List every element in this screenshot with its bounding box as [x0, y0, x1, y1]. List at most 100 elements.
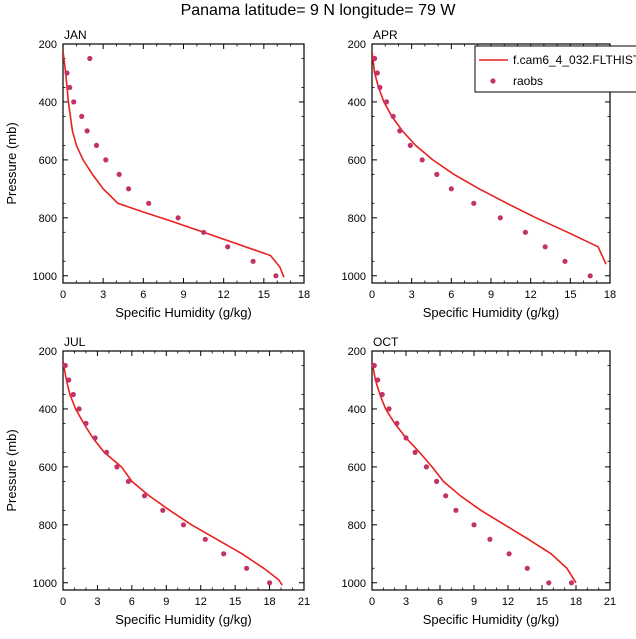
x-tick-label-oct: 21 [604, 596, 616, 608]
obs-point-apr [377, 84, 383, 91]
legend-box [474, 45, 636, 93]
obs-point-apr [562, 258, 568, 264]
panel-label-apr: APR [373, 28, 398, 42]
x-tick-label-oct: 15 [536, 596, 548, 608]
obs-point-oct [403, 435, 409, 441]
y-tick-label-jul: 200 [39, 346, 57, 358]
obs-point-jul [66, 377, 72, 383]
plot-frame-jul [62, 350, 305, 591]
obs-point-jul [62, 362, 68, 369]
obs-point-oct [423, 464, 429, 470]
panel-apr: APR 0 3 6 9 12 15 18 200 400 600 800 1000 Specific Hu… [342, 28, 636, 320]
x-tick-label-jan: 3 [100, 289, 106, 301]
x-tick-label-jul: 15 [229, 596, 241, 608]
obs-point-jul [114, 464, 120, 470]
x-axis-label-apr: Specific Humidity (g/kg) [423, 305, 560, 320]
x-tick-label-jul: 6 [129, 596, 135, 608]
obs-point-jan [146, 200, 152, 206]
obs-point-jul [221, 551, 227, 557]
obs-point-jan [67, 84, 73, 91]
y-axis-label-jan: Pressure (mb) [4, 122, 19, 204]
model-line-oct [372, 360, 577, 584]
x-tick-label-oct: 18 [570, 596, 582, 608]
x-tick-label-oct: 6 [437, 596, 443, 608]
x-tick-label-oct: 0 [369, 596, 375, 608]
x-tick-label-oct: 12 [502, 596, 514, 608]
obs-point-jan [71, 99, 77, 105]
y-tick-label-jul: 1000 [33, 578, 57, 590]
obs-point-apr [397, 128, 403, 134]
obs-point-jan [225, 244, 231, 250]
obs-point-jul [76, 406, 82, 412]
x-tick-label-jul: 12 [195, 596, 207, 608]
obs-point-oct [379, 391, 385, 398]
x-tick-label-jan: 0 [60, 289, 66, 301]
y-tick-label-jan: 600 [39, 155, 57, 167]
y-tick-label-jan: 1000 [33, 271, 57, 283]
y-tick-label-apr: 1000 [342, 271, 366, 283]
obs-point-oct [546, 580, 552, 586]
obs-point-jul [92, 435, 98, 441]
y-tick-label-oct: 200 [348, 346, 366, 358]
x-axis-label-jan: Specific Humidity (g/kg) [115, 305, 252, 320]
obs-point-jan [93, 142, 100, 148]
x-tick-label-jul: 3 [94, 596, 100, 608]
x-tick-label-jul: 18 [263, 596, 275, 608]
obs-point-jul [267, 580, 273, 586]
obs-point-apr [542, 244, 548, 250]
obs-point-jan [87, 55, 93, 62]
x-tick-label-apr: 15 [564, 289, 576, 301]
x-tick-label-apr: 3 [409, 289, 415, 301]
legend-dot-swatch [490, 78, 496, 84]
obs-point-oct [412, 449, 418, 455]
obs-point-oct [487, 536, 493, 542]
model-line-jul [63, 360, 283, 586]
y-tick-label-jan: 200 [39, 39, 57, 51]
plot-frame-oct [371, 350, 611, 591]
y-tick-label-oct: 600 [348, 462, 366, 474]
obs-point-apr [522, 229, 529, 235]
obs-point-oct [386, 406, 392, 412]
obs-point-oct [394, 420, 400, 426]
legend-label-obs: raobs [513, 74, 543, 88]
obs-point-apr [448, 186, 454, 192]
x-tick-label-jan: 9 [180, 289, 186, 301]
x-tick-label-apr: 9 [488, 289, 494, 301]
obs-point-jul [104, 449, 110, 455]
figure-title: Panama latitude= 9 N longitude= 79 W [180, 2, 456, 19]
obs-point-oct [443, 493, 449, 499]
x-tick-label-oct: 9 [471, 596, 477, 608]
y-tick-label-jul: 400 [39, 404, 57, 416]
x-tick-label-apr: 18 [604, 289, 616, 301]
y-tick-label-oct: 1000 [342, 578, 366, 590]
obs-point-jan [103, 157, 109, 163]
obs-point-jan [175, 215, 181, 221]
x-tick-label-apr: 12 [525, 289, 537, 301]
y-tick-label-jul: 800 [39, 520, 57, 532]
panel-label-jan: JAN [64, 28, 87, 42]
obs-point-oct [568, 580, 575, 586]
obs-point-apr [419, 157, 425, 163]
panel-jul: JUL 0 3 6 9 12 15 18 21 200 400 600 800 1000 Specific … [4, 335, 310, 627]
obs-point-apr [497, 215, 503, 221]
y-tick-label-apr: 200 [348, 39, 366, 51]
plot-frame-jan [62, 43, 305, 284]
model-line-jan [63, 51, 285, 278]
x-axis-label-oct: Specific Humidity (g/kg) [423, 612, 560, 627]
obs-point-oct [375, 377, 381, 383]
x-tick-label-oct: 3 [403, 596, 409, 608]
obs-point-jul [141, 493, 148, 499]
y-tick-label-apr: 400 [348, 97, 366, 109]
obs-point-oct [506, 551, 512, 557]
y-tick-label-apr: 800 [348, 213, 366, 225]
obs-point-jan [250, 258, 256, 264]
y-tick-label-oct: 800 [348, 520, 366, 532]
x-tick-label-jan: 6 [140, 289, 146, 301]
obs-point-jul [160, 507, 166, 513]
obs-point-apr [471, 200, 477, 206]
obs-point-jan [79, 113, 85, 119]
obs-point-jul [83, 420, 89, 426]
panel-label-oct: OCT [373, 335, 399, 349]
x-axis-label-jul: Specific Humidity (g/kg) [115, 612, 252, 627]
obs-point-oct [371, 362, 377, 369]
